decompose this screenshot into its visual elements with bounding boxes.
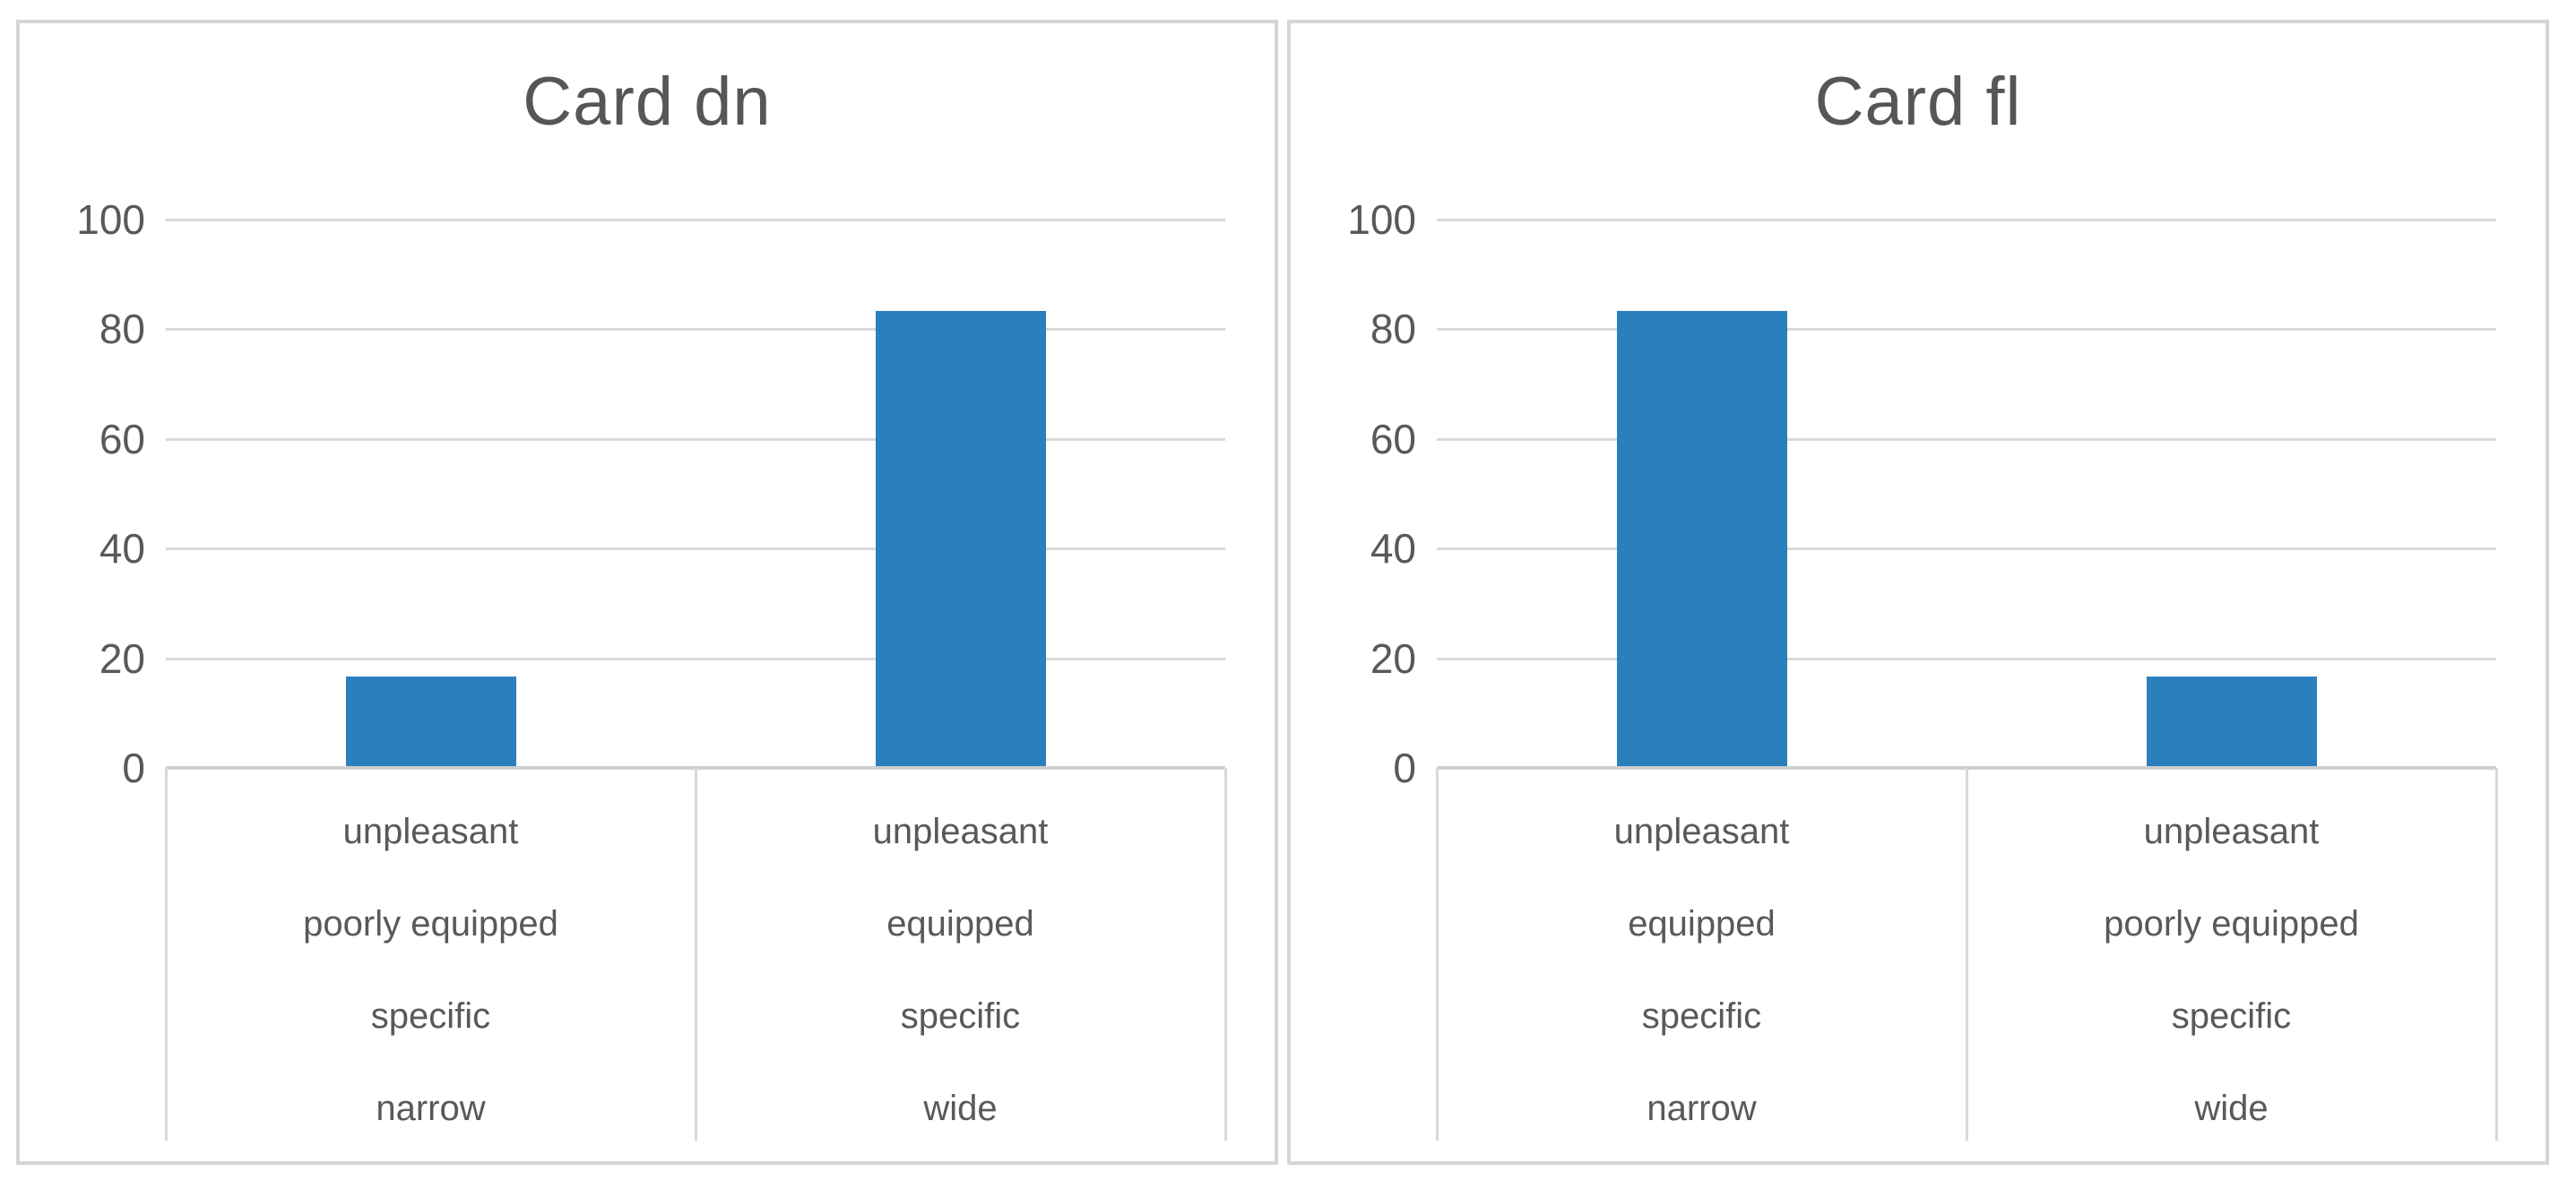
category-label-line: unpleasant [872,812,1049,851]
chart-panel-card-fl: Card fl 0 20 40 60 80 100 unpleasant equipped sp… [1287,20,2549,1165]
y-tick-label: 100 [1347,196,1416,243]
y-tick-label: 80 [99,306,145,353]
y-tick-label: 0 [1393,745,1416,791]
gridline [166,657,1225,660]
chart-title: Card dn [523,64,772,140]
gridline [1437,219,2496,221]
category-label-line: unpleasant [1613,812,1790,851]
gridline [1437,548,2496,551]
category-label-line: narrow [376,1089,486,1128]
chart-title: Card fl [1814,64,2022,140]
category-label-line: specific [1641,996,1762,1036]
y-tick-label: 60 [99,415,145,462]
gridline [1437,328,2496,332]
gridline [166,548,1225,551]
category-label-line: equipped [1628,904,1776,944]
category-separator-line [1436,768,1439,1141]
y-tick-label: 40 [99,525,145,573]
gridline [1437,437,2496,441]
category-label-line: narrow [1647,1089,1757,1128]
bar-2 [2147,677,2317,768]
category-label-line: specific [900,996,1021,1036]
category-separator-line [1966,768,1968,1141]
category-label-line: equipped [886,904,1034,944]
bar-2 [876,311,1046,768]
category-label-line: wide [923,1089,998,1128]
category-separator-line [1224,768,1227,1141]
gridline [166,219,1225,221]
category-label-line: wide [2194,1089,2269,1128]
bar-1 [346,677,516,768]
gridline [1437,657,2496,660]
category-label-group-1: unpleasant equipped specific narrow [1437,768,1967,1141]
y-tick-label: 80 [1370,306,1416,353]
y-tick-label: 40 [1370,525,1416,573]
chart-panel-card-dn: Card dn 0 20 40 60 80 100 unpleasant poorly equ… [16,20,1278,1165]
gridline [166,328,1225,332]
category-label-group-2: unpleasant equipped specific wide [696,768,1225,1141]
category-label-line: specific [2171,996,2292,1036]
category-separator-line [2495,768,2498,1141]
y-tick-label: 20 [1370,634,1416,682]
category-label-line: unpleasant [342,812,519,851]
y-tick-label: 100 [76,196,145,243]
y-tick-label: 0 [122,745,145,791]
category-label-line: poorly equipped [2104,904,2359,944]
gridline [166,437,1225,441]
category-separator-line [695,768,697,1141]
y-tick-label: 20 [99,634,145,682]
category-label-group-2: unpleasant poorly equipped specific wide [1967,768,2496,1141]
y-tick-label: 60 [1370,415,1416,462]
category-label-line: poorly equipped [303,904,558,944]
category-label-group-1: unpleasant poorly equipped specific narrow [166,768,696,1141]
bar-1 [1617,311,1787,768]
category-separator-line [165,768,168,1141]
category-label-line: unpleasant [2143,812,2320,851]
category-label-line: specific [370,996,491,1036]
